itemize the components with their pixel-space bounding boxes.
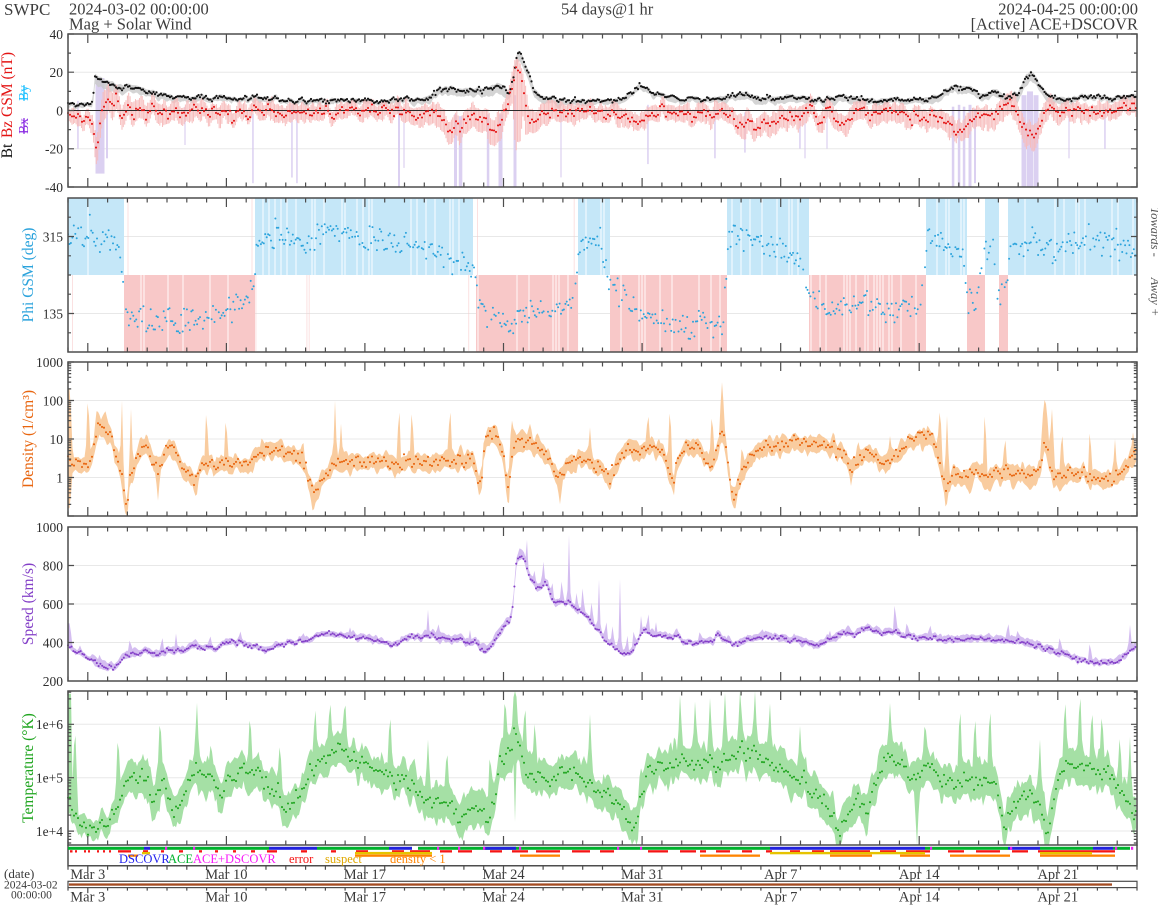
- svg-text:200: 200: [43, 674, 64, 689]
- svg-text:(date): (date): [4, 866, 34, 881]
- svg-text:1000: 1000: [36, 520, 63, 535]
- svg-text:100: 100: [43, 393, 64, 408]
- svg-text:Bt: Bt: [0, 143, 16, 158]
- svg-text:Mar 17: Mar 17: [344, 867, 386, 883]
- svg-text:00:00:00: 00:00:00: [11, 890, 52, 902]
- svg-text:Mag + Solar Wind: Mag + Solar Wind: [69, 15, 192, 34]
- svg-text:Temperature (°K): Temperature (°K): [20, 713, 37, 823]
- svg-text:Mar 24: Mar 24: [482, 867, 525, 883]
- svg-text:2024-03-02: 2024-03-02: [4, 880, 58, 892]
- svg-text:Density (1/cm³): Density (1/cm³): [20, 390, 37, 488]
- svg-text:40: 40: [50, 27, 64, 42]
- svg-text:Mar 17: Mar 17: [344, 890, 386, 906]
- svg-text:Apr 21: Apr 21: [1037, 890, 1078, 906]
- svg-text:54 days@1 hr: 54 days@1 hr: [561, 0, 654, 19]
- svg-text:20: 20: [50, 65, 64, 80]
- svg-text:-20: -20: [45, 142, 63, 157]
- svg-text:Mar 3: Mar 3: [70, 867, 105, 883]
- svg-text:1000: 1000: [36, 355, 63, 370]
- svg-text:Mar 24: Mar 24: [482, 890, 525, 906]
- svg-text:Phi GSM (deg): Phi GSM (deg): [20, 228, 37, 323]
- svg-text:1e+6: 1e+6: [36, 717, 63, 732]
- svg-text:[Active] ACE+DSCOVR: [Active] ACE+DSCOVR: [971, 15, 1138, 34]
- svg-text:800: 800: [43, 558, 64, 573]
- svg-text:Bz GSM (nT): Bz GSM (nT): [0, 52, 16, 138]
- svg-text:-40: -40: [45, 180, 63, 195]
- svg-text:Mar 3: Mar 3: [70, 890, 105, 906]
- svg-text:2024-04-25 00:00:00: 2024-04-25 00:00:00: [998, 0, 1138, 19]
- svg-text:315: 315: [43, 229, 64, 244]
- svg-text:Mar 31: Mar 31: [621, 890, 663, 906]
- svg-text:SWPC: SWPC: [4, 0, 50, 19]
- svg-text:Towards -: Towards -: [1148, 207, 1158, 256]
- svg-text:Bx: Bx: [16, 118, 31, 134]
- svg-text:10: 10: [50, 432, 64, 447]
- svg-text:1e+5: 1e+5: [36, 771, 63, 786]
- svg-text:ACE: ACE: [168, 852, 193, 866]
- svg-text:0: 0: [56, 103, 63, 118]
- svg-text:Mar 10: Mar 10: [205, 867, 247, 883]
- svg-text:error: error: [289, 852, 314, 866]
- svg-text:135: 135: [43, 306, 64, 321]
- svg-text:By: By: [16, 85, 31, 101]
- svg-text:Apr 14: Apr 14: [899, 890, 940, 906]
- svg-text:Speed (km/s): Speed (km/s): [20, 563, 37, 645]
- svg-text:Apr 7: Apr 7: [764, 867, 797, 883]
- svg-text:Mar 10: Mar 10: [205, 890, 247, 906]
- svg-text:600: 600: [43, 597, 64, 612]
- svg-text:Apr 7: Apr 7: [764, 890, 797, 906]
- svg-text:400: 400: [43, 635, 64, 650]
- svg-text:1: 1: [56, 470, 63, 485]
- svg-text:Apr 14: Apr 14: [899, 867, 940, 883]
- svg-text:density < 1: density < 1: [390, 852, 446, 866]
- svg-text:ACE+DSCOVR: ACE+DSCOVR: [193, 852, 276, 866]
- svg-text:Away +: Away +: [1148, 277, 1158, 317]
- svg-text:DSCOVR: DSCOVR: [119, 852, 170, 866]
- svg-text:suspect: suspect: [325, 852, 362, 866]
- svg-text:Mar 31: Mar 31: [621, 867, 663, 883]
- svg-text:1e+4: 1e+4: [36, 824, 63, 839]
- svg-text:Apr 21: Apr 21: [1037, 867, 1078, 883]
- svg-text:2024-03-02 00:00:00: 2024-03-02 00:00:00: [69, 0, 209, 19]
